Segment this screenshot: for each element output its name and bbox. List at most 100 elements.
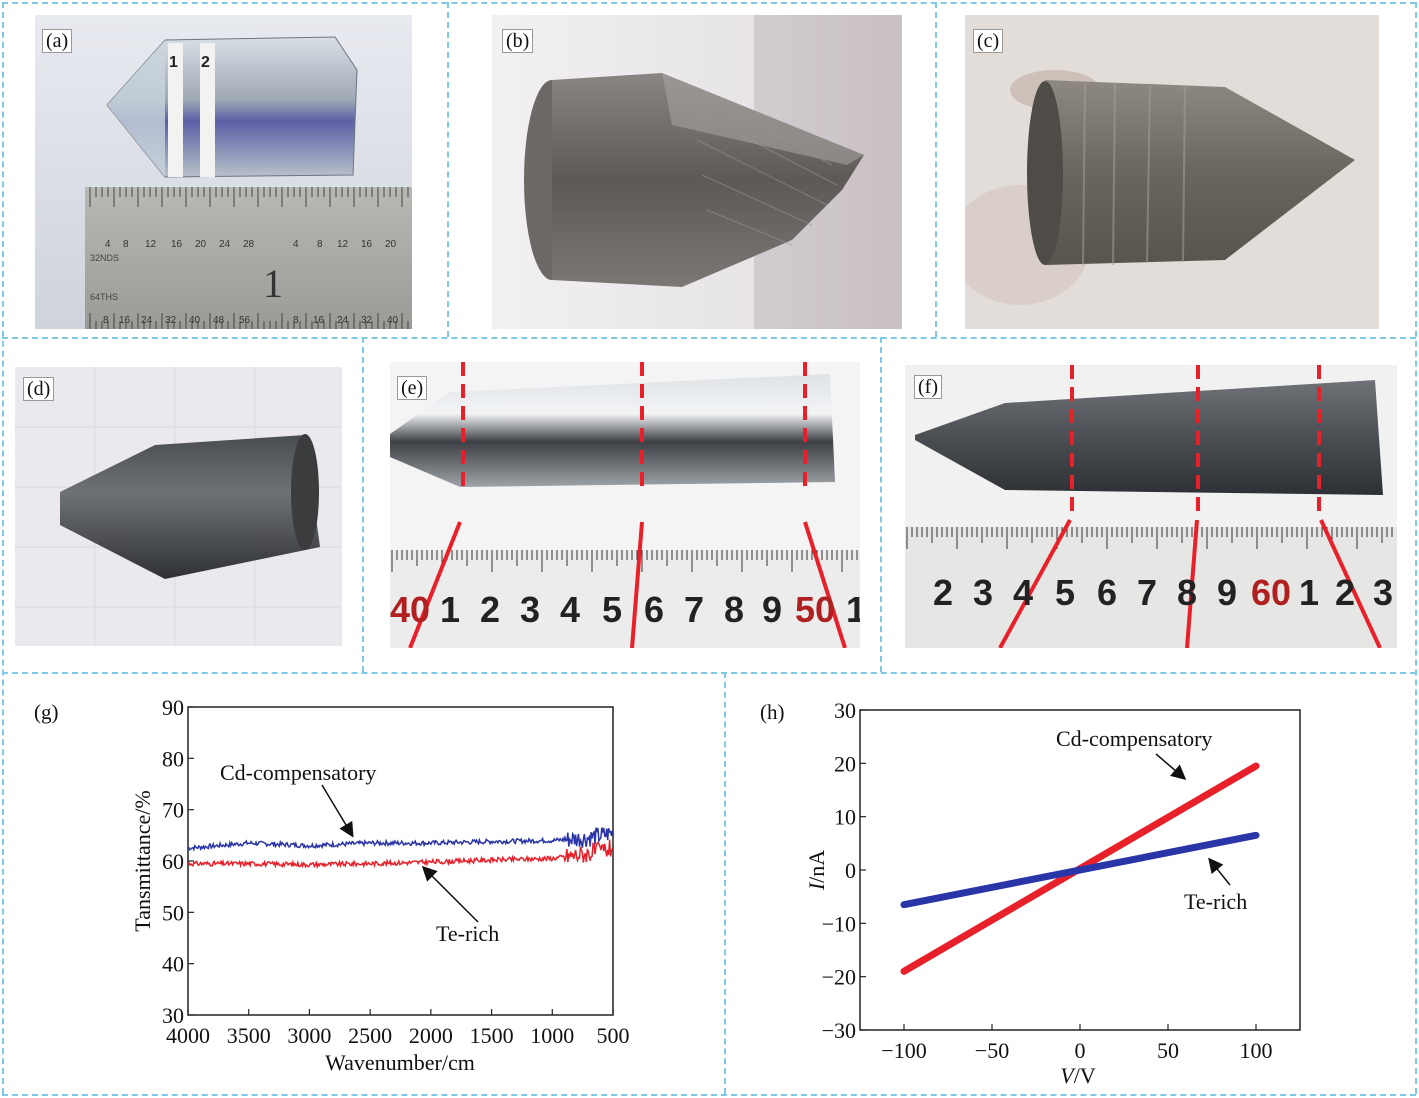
ruler-f-num-6: 7	[1137, 572, 1157, 613]
ruler-a-num-4: 16	[171, 239, 183, 250]
ruler-f-num-8: 9	[1217, 572, 1237, 613]
divider-r3	[724, 672, 726, 1094]
marker-slant-e-1	[408, 521, 462, 648]
ruler-a-num-2: 8	[123, 239, 129, 250]
chart-g-xtick-label: 1000	[530, 1023, 574, 1048]
divider-top	[2, 2, 1416, 4]
ruler-e-num-1: 40	[390, 589, 430, 630]
divider-r2-a	[362, 337, 364, 672]
ruler-f-num-2: 3	[973, 572, 993, 613]
ruler-e-num-12: 1	[846, 589, 860, 630]
ruler-a-num-6: 24	[219, 239, 231, 250]
annotation-cd-compensatory-g: Cd-compensatory	[220, 760, 376, 785]
chart-g-ytick-label: 40	[162, 952, 184, 977]
ruler-e-num-6: 5	[602, 589, 622, 630]
chart-g-xlabel: Wavenumber/cm	[325, 1050, 475, 1075]
ruler-a-bottom-6: 48	[213, 315, 225, 326]
ruler-a-bottom-9: 16	[313, 315, 325, 326]
ruler-f-num-3: 4	[1013, 572, 1033, 613]
marker-slant-e-2	[630, 521, 644, 648]
ruler-a-num-8: 4	[293, 239, 299, 250]
ruler-a-num-3: 12	[145, 239, 157, 250]
ruler-e-num-2: 1	[440, 589, 460, 630]
chart-g-frame	[187, 706, 614, 1016]
ruler-a-bottom-12: 40	[387, 315, 399, 326]
chart-g-xtick-label: 4000	[166, 1023, 210, 1048]
chart-g-ytick-label: 30	[162, 1003, 184, 1028]
marker-strip-1	[168, 43, 183, 177]
ruler-e-num-5: 4	[560, 589, 580, 630]
divider-left	[2, 2, 4, 1094]
chart-h-xtick-label: 50	[1157, 1038, 1179, 1063]
chart-g-ytick-label: 90	[162, 695, 184, 720]
chart-g-xtick-label: 500	[597, 1023, 630, 1048]
ruler-e-num-7: 6	[644, 589, 664, 630]
ruler-f-num-7: 8	[1177, 572, 1197, 613]
ruler-a-bottom-2: 16	[119, 315, 131, 326]
chart-g-ytick-label: 50	[162, 900, 184, 925]
chart-h-ytick-label: −30	[822, 1018, 856, 1043]
arrow-te-rich-h	[1208, 857, 1231, 886]
arrow-cd-compensatory-h	[1155, 753, 1187, 780]
photo-d	[15, 367, 342, 646]
ruler-f-num-11: 2	[1335, 572, 1355, 613]
photo-b	[492, 15, 902, 329]
ruler-a-ticks	[89, 187, 409, 329]
ruler-a-num-11: 16	[361, 239, 373, 250]
ruler-a-bottom-4: 32	[165, 315, 177, 326]
chart-g-xtick-label: 2500	[348, 1023, 392, 1048]
ruler-a-32nds: 32NDS	[90, 253, 119, 263]
ruler-a-bottom-8: 8	[293, 315, 299, 326]
chart-h-ytick-label: 10	[834, 805, 856, 830]
divider-r1-a	[447, 2, 449, 337]
chart-h-ytick-label: 0	[845, 858, 856, 883]
marker-strip-2	[200, 43, 215, 177]
chart-g-ytick-label: 60	[162, 849, 184, 874]
ruler-f-ticks	[906, 527, 1393, 549]
divider-row1	[2, 337, 1416, 339]
divider-r1-b	[935, 2, 937, 337]
ruler-a-num-9: 8	[317, 239, 323, 250]
ruler-f-num-12: 3	[1373, 572, 1393, 613]
panel-label-h: (h)	[760, 700, 785, 724]
ruler-a-num-10: 12	[337, 239, 349, 250]
photo-a: 1 2 4 8 12 16 20 24 28 4 8 12 16 20 32ND…	[35, 15, 412, 329]
divider-row2	[2, 672, 1416, 674]
photo-f: 2 3 4 5 6 7 8 9 60 1 2 3	[905, 365, 1397, 648]
chart-h-xtick-label: −100	[881, 1038, 926, 1063]
arrow-te-rich-g	[421, 865, 479, 923]
ruler-e-num-10: 9	[762, 589, 782, 630]
ruler-e-num-4: 3	[520, 589, 540, 630]
series-line-cd-compensatory	[187, 827, 614, 852]
annotation-te-rich-g: Te-rich	[436, 921, 499, 946]
ruler-e-ticks	[391, 550, 858, 572]
chart-h-xtick-label: 100	[1240, 1038, 1273, 1063]
ruler-f-num-10: 1	[1299, 572, 1319, 613]
series-line-te-rich	[187, 839, 614, 870]
ruler-f-num-1: 2	[933, 572, 953, 613]
panel-label-g: (g)	[34, 700, 59, 724]
ruler-a-num-7: 28	[243, 239, 255, 250]
chart-h-ytick-label: −10	[822, 911, 856, 936]
chart-h: −30 −20 −10 0 10 20 30 −100 −50 0 50 100 V/V I/nA …	[790, 690, 1350, 1090]
divider-bottom	[2, 1094, 1416, 1096]
ruler-a-bottom-3: 24	[141, 315, 153, 326]
chart-h-xtick-label: 0	[1075, 1038, 1086, 1063]
annotation-te-rich-h: Te-rich	[1184, 889, 1247, 914]
panel-label-d: (d)	[23, 377, 55, 401]
ruler-a-bottom-1: 8	[103, 315, 109, 326]
chart-g-ytick-label: 70	[162, 798, 184, 823]
chart-h-xtick-label: −50	[975, 1038, 1009, 1063]
series-line-te-rich-h	[900, 831, 1260, 909]
panel-label-a: (a)	[42, 29, 73, 53]
chart-h-ytick-label: 20	[834, 751, 856, 776]
ruler-e-num-11: 50	[795, 589, 835, 630]
ruler-a-bottom-11: 32	[361, 315, 373, 326]
photo-c	[965, 15, 1379, 329]
ruler-a-64ths: 64THS	[90, 292, 118, 302]
ruler-a-num-1: 4	[105, 239, 111, 250]
chart-g-xtick-label: 2000	[409, 1023, 453, 1048]
marker-slant-f-3	[1319, 519, 1382, 648]
ruler-f-num-9: 60	[1251, 572, 1291, 613]
panel-label-c: (c)	[973, 29, 1004, 53]
